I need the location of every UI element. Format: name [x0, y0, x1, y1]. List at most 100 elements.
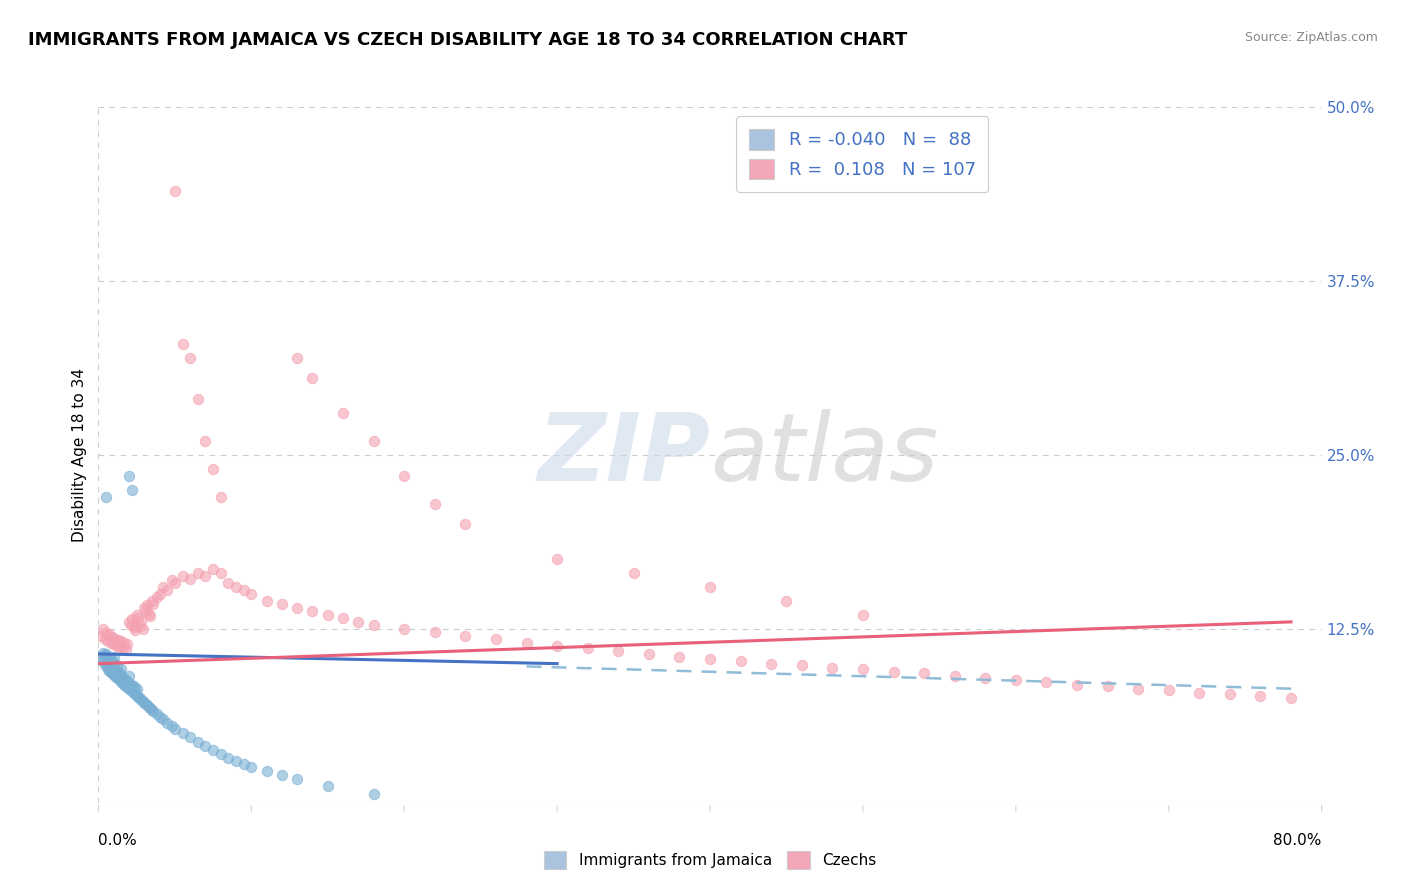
- Point: [301, 371, 323, 385]
- Point: [101, 654, 124, 668]
- Point: [94, 647, 117, 661]
- Point: [163, 576, 186, 591]
- Point: [883, 665, 905, 679]
- Point: [187, 392, 209, 407]
- Point: [142, 597, 165, 611]
- Point: [943, 669, 966, 683]
- Point: [209, 490, 232, 504]
- Point: [132, 622, 155, 636]
- Point: [118, 681, 141, 696]
- Point: [821, 661, 844, 675]
- Point: [100, 636, 122, 650]
- Point: [107, 632, 129, 647]
- Text: IMMIGRANTS FROM JAMAICA VS CZECH DISABILITY AGE 18 TO 34 CORRELATION CHART: IMMIGRANTS FROM JAMAICA VS CZECH DISABIL…: [28, 31, 907, 49]
- Point: [120, 617, 142, 632]
- Point: [135, 604, 157, 618]
- Point: [1219, 687, 1241, 701]
- Point: [163, 722, 186, 736]
- Point: [98, 627, 121, 641]
- Point: [97, 662, 120, 676]
- Point: [363, 434, 385, 448]
- Point: [93, 657, 115, 671]
- Point: [125, 607, 148, 622]
- Legend: Immigrants from Jamaica, Czechs: Immigrants from Jamaica, Czechs: [537, 846, 883, 875]
- Point: [139, 701, 162, 715]
- Point: [91, 646, 114, 660]
- Point: [100, 659, 122, 673]
- Point: [111, 671, 134, 685]
- Point: [759, 657, 782, 671]
- Point: [103, 649, 125, 664]
- Point: [134, 601, 156, 615]
- Point: [546, 552, 568, 566]
- Point: [105, 639, 128, 653]
- Point: [1004, 673, 1026, 688]
- Point: [285, 772, 308, 786]
- Point: [270, 768, 292, 782]
- Point: [347, 615, 370, 629]
- Point: [112, 636, 135, 650]
- Point: [699, 580, 721, 594]
- Point: [1066, 677, 1088, 691]
- Point: [454, 517, 477, 532]
- Point: [285, 351, 308, 365]
- Point: [136, 598, 159, 612]
- Point: [117, 674, 139, 689]
- Point: [118, 676, 141, 690]
- Point: [852, 662, 875, 676]
- Point: [607, 644, 630, 658]
- Point: [94, 652, 117, 666]
- Point: [179, 351, 201, 365]
- Point: [121, 684, 143, 698]
- Point: [110, 634, 132, 648]
- Point: [217, 751, 239, 765]
- Point: [232, 582, 254, 597]
- Point: [392, 468, 416, 483]
- Point: [225, 580, 247, 594]
- Point: [156, 582, 179, 597]
- Point: [122, 686, 145, 700]
- Point: [91, 622, 114, 636]
- Point: [103, 667, 125, 681]
- Point: [121, 612, 143, 626]
- Point: [108, 666, 131, 681]
- Point: [105, 671, 128, 685]
- Point: [172, 336, 194, 351]
- Point: [138, 699, 160, 714]
- Point: [1279, 691, 1302, 706]
- Point: [209, 747, 232, 761]
- Point: [145, 706, 167, 721]
- Text: 80.0%: 80.0%: [1274, 833, 1322, 848]
- Point: [209, 566, 232, 581]
- Point: [107, 665, 129, 679]
- Point: [194, 739, 217, 753]
- Point: [179, 572, 201, 586]
- Point: [105, 665, 128, 679]
- Point: [101, 661, 124, 675]
- Point: [256, 764, 278, 778]
- Point: [110, 669, 132, 683]
- Point: [225, 754, 247, 768]
- Point: [301, 604, 323, 618]
- Point: [363, 788, 385, 802]
- Point: [138, 607, 160, 621]
- Point: [912, 666, 935, 681]
- Point: [112, 672, 135, 686]
- Point: [125, 689, 148, 703]
- Point: [122, 679, 145, 693]
- Point: [136, 698, 159, 713]
- Point: [128, 619, 150, 633]
- Point: [187, 566, 209, 581]
- Point: [108, 640, 131, 654]
- Point: [103, 657, 125, 671]
- Point: [285, 601, 308, 615]
- Point: [121, 679, 143, 693]
- Point: [94, 490, 117, 504]
- Point: [104, 669, 127, 683]
- Point: [142, 704, 165, 718]
- Text: atlas: atlas: [710, 409, 938, 500]
- Point: [1249, 689, 1271, 703]
- Point: [141, 594, 163, 608]
- Point: [94, 626, 117, 640]
- Point: [316, 779, 339, 793]
